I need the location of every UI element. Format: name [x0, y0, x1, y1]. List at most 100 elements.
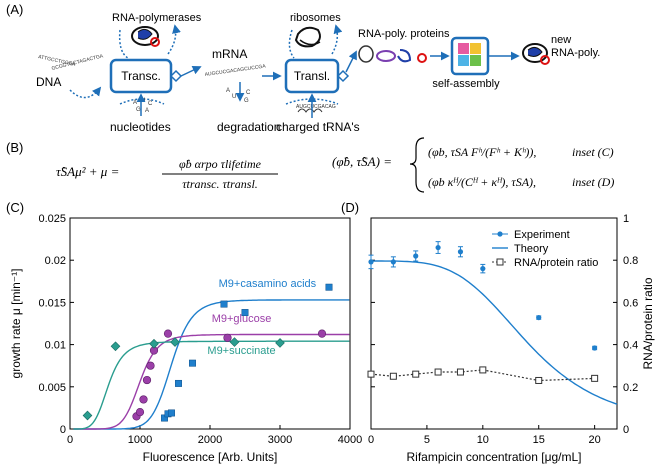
panel-d-x-tick-label: 20: [589, 434, 601, 446]
self-assembly-label: self-assembly: [432, 78, 500, 90]
trna-pool-arc: [285, 98, 339, 105]
equation-1-lhs: τ̂SAμ² + μ =: [56, 164, 119, 179]
panel-c-series-label: M9+glucose: [212, 313, 272, 325]
panel-d-right-y-axis-label: RNA/protein ratio: [641, 277, 655, 369]
panel-d-right-y-tick-label: 0.6: [623, 297, 638, 309]
panel-c-y-tick-label: 0.005: [38, 382, 66, 394]
panel-d-x-tick-label: 10: [477, 434, 489, 446]
legend-ratio-label: RNA/protein ratio: [514, 257, 598, 269]
panel-d-ratio-point: [456, 368, 464, 376]
panel-c-x-tick-label: 2000: [198, 434, 222, 446]
equation-2-case-1: (φb, τSA Fʰ/(Fʰ + Kʰ)),: [428, 145, 536, 159]
panel-c-y-tick-label: 0.01: [45, 340, 66, 352]
equation-1-denominator: τtransc. τtransl.: [182, 177, 258, 191]
equation-1-numerator: φ̂b αrpo τlifetime: [179, 157, 262, 171]
svg-text:A: A: [145, 108, 149, 114]
panel-label-d: (D): [341, 200, 359, 215]
panel-d-ratio-point: [367, 370, 375, 378]
panel-c-data-point: [139, 395, 148, 404]
panel-d-experiment-point: [368, 259, 374, 265]
panel-c-data-point: [275, 338, 285, 348]
legend-experiment-label: Experiment: [514, 229, 570, 241]
ribosomes-label: ribosomes: [290, 12, 341, 24]
new-rna-poly-label-1: new: [551, 34, 571, 46]
panel-c-data-point: [163, 329, 173, 338]
equation-2-case-2: (φb κᴴ/(Cᴴ + κᴴ), τSA),: [428, 175, 536, 189]
panel-c-data-point: [223, 333, 232, 342]
panel-d-ratio-point: [479, 366, 487, 374]
panel-d-ratio-point: [412, 370, 420, 378]
panel-d-experiment-point: [457, 249, 464, 255]
panel-d-right-y-tick-label: 0.4: [623, 340, 638, 352]
panel-c-x-tick-label: 3000: [268, 434, 292, 446]
panel-c-data-point: [317, 329, 327, 338]
panel-d-right-y-tick-label: 1: [623, 213, 629, 225]
polymerase-recruit-arrow: [118, 29, 129, 59]
nucleotides-label: nucleotides: [110, 120, 171, 134]
panel-c-data-point: [82, 410, 93, 421]
panel-c-fit-curve: [73, 333, 350, 430]
panel-d-experiment-point: [390, 259, 396, 265]
ribosome-recruit-arrow: [288, 29, 295, 59]
panel-c-fit-curve: [73, 340, 350, 430]
panel-c-data-point: [220, 300, 228, 308]
equation-2-brace: [409, 137, 425, 193]
panel-d-chart: 0 5 10 15 20 0 0.2 0.4 0.6 0.8 1 Rifampicin concent…: [367, 213, 655, 464]
charged-trna-label: charged tRNA's: [276, 120, 360, 134]
nucleotide-pool-arc: [119, 98, 165, 105]
panel-d-right-y-tick-label: 0.8: [623, 255, 638, 267]
trna-sequence: AUGCUCGACAG: [296, 104, 336, 110]
rna-polymerases-label: RNA-polymerases: [112, 12, 202, 24]
panel-c-fit-curve: [73, 299, 350, 430]
dna-strand-icon: ATTGCCTGCGA GCGGTGCTAGACTGA: [38, 53, 105, 72]
svg-text:G: G: [136, 107, 141, 113]
ribosome-icon: [294, 26, 321, 48]
panel-d-experiment-point: [536, 314, 542, 321]
panel-c-data-point: [142, 375, 152, 385]
translation-label: Transl.: [294, 69, 330, 83]
trna-icon: AUGCUCGACAG: [296, 104, 336, 113]
svg-text:A: A: [133, 100, 137, 106]
degradation-label: degradation: [217, 120, 280, 134]
equation-2-case-2-tag: inset (D): [572, 175, 614, 189]
svg-text:U: U: [232, 94, 236, 100]
svg-text:C: C: [246, 90, 251, 96]
legend-experiment-marker: [497, 231, 503, 237]
panel-c-series-label: M9+succinate: [207, 345, 275, 357]
panel-c-data-point: [170, 337, 180, 347]
panel-c-y-tick-label: 0.02: [45, 255, 66, 267]
panel-label-a: (A): [6, 2, 23, 17]
equation-2-lhs: (φ̂b, τ̂SA) =: [332, 154, 392, 169]
panel-d-x-tick-label: 0: [368, 434, 374, 446]
panel-c-x-tick-label: 1000: [128, 434, 152, 446]
dna-to-transc-arrow: [69, 86, 102, 99]
puzzle-icon: [458, 43, 481, 66]
protein-subunits-icon: [358, 45, 427, 63]
panel-label-b: (B): [6, 140, 23, 155]
svg-text:G: G: [244, 98, 249, 104]
panel-c-data-point: [168, 409, 175, 417]
panel-d-x-axis-label: Rifampicin concentration [μg/mL]: [407, 450, 582, 464]
panel-c-data-point: [175, 379, 182, 387]
panel-d-theory-curve: [371, 260, 618, 405]
rna-polymerase-icon: [131, 26, 160, 47]
panel-d-experiment-point: [413, 253, 419, 259]
panel-d-right-y-tick-label: 0: [623, 424, 629, 436]
svg-text:C: C: [148, 101, 153, 107]
panel-c-x-axis-label: Fluorescence [Arb. Units]: [143, 450, 278, 464]
legend-ratio-marker: [496, 258, 504, 266]
panel-c-x-tick-label: 4000: [338, 434, 362, 446]
svg-text:A: A: [226, 88, 230, 94]
legend-theory-label: Theory: [514, 243, 549, 255]
equation-2-case-1-tag: inset (C): [572, 145, 614, 159]
panel-c-data-point: [149, 338, 159, 349]
panel-c-data-point: [135, 408, 145, 417]
panel-d-ratio-point: [591, 374, 599, 382]
panel-d-axes-frame: [370, 217, 618, 430]
transl-output-diamond: [336, 69, 350, 83]
panel-d-experiment-point: [480, 266, 486, 272]
ribosome-release-arrow: [331, 24, 343, 55]
dna-label: DNA: [36, 75, 61, 89]
